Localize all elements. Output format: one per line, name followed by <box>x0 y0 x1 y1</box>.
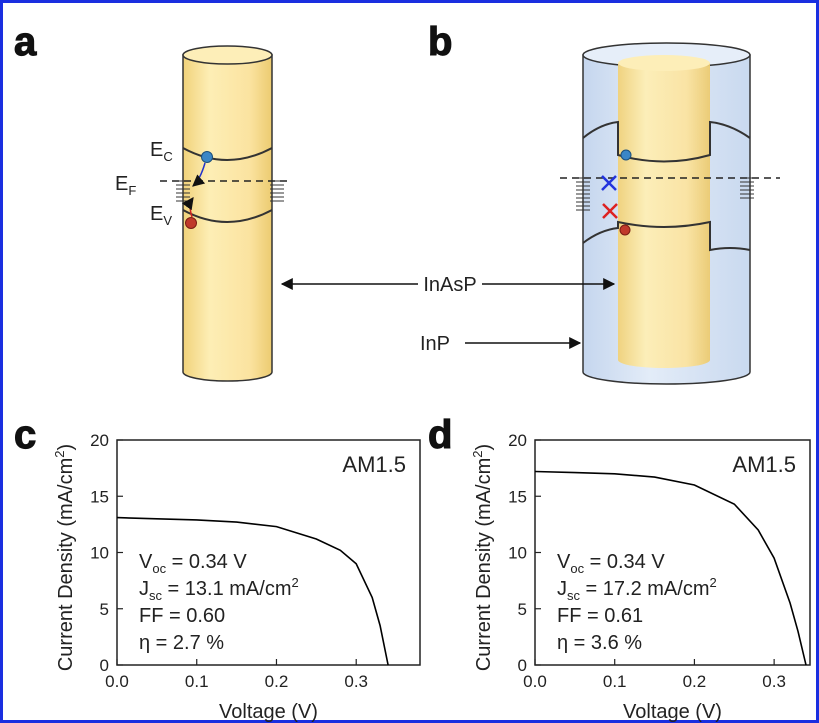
parameter: η = 3.6 % <box>557 632 642 654</box>
y-tick-label: 5 <box>518 600 527 619</box>
parameter: η = 2.7 % <box>139 632 224 654</box>
symbol: η <box>557 632 568 654</box>
x-tick-label: 0.1 <box>185 672 209 691</box>
symbol: η <box>139 632 150 654</box>
symbol: FF <box>557 605 581 627</box>
panel-label: a <box>14 20 37 64</box>
y-tick-label: 5 <box>100 600 109 619</box>
parameter: Jsc = 13.1 mA/cm2 <box>139 575 299 603</box>
subscript: sc <box>567 588 581 603</box>
iv-curve <box>534 470 807 666</box>
y-axis-label: Current Density (mA/cm2) <box>470 444 495 671</box>
label-text: Current Density (mA/cm <box>55 458 77 671</box>
label-text: Current Density (mA/cm <box>473 458 495 671</box>
y-tick-label: 10 <box>508 544 527 563</box>
annotation: AM1.5 <box>342 452 406 477</box>
annotation: AM1.5 <box>732 452 796 477</box>
superscript: 2 <box>470 451 485 458</box>
x-tick-label: 0.3 <box>762 672 786 691</box>
panel-label: d <box>428 413 452 457</box>
nanowire-a <box>182 45 273 382</box>
electron <box>620 149 632 161</box>
subscript: sc <box>149 588 163 603</box>
subscript: oc <box>152 561 166 576</box>
symbol: J <box>139 578 149 600</box>
subscript: C <box>163 149 172 164</box>
value: = 0.61 <box>581 605 643 627</box>
parameter: FF = 0.60 <box>139 605 225 627</box>
subscript: oc <box>570 561 584 576</box>
symbol: E <box>150 139 163 161</box>
value: = 3.6 % <box>568 632 642 654</box>
x-tick-label: 0.0 <box>105 672 129 691</box>
y-tick-label: 20 <box>90 431 109 450</box>
value: = 0.60 <box>163 605 225 627</box>
superscript: 2 <box>292 575 299 590</box>
core-label: InAsP <box>423 274 476 296</box>
label-text: ) <box>473 444 495 451</box>
surface-states <box>576 177 754 211</box>
x-axis-label: Voltage (V) <box>219 701 318 723</box>
value: = 2.7 % <box>150 632 224 654</box>
parameter: Voc = 0.34 V <box>139 551 247 576</box>
y-tick-label: 0 <box>100 656 109 675</box>
arrow <box>181 197 194 218</box>
band-label: EF <box>115 173 136 198</box>
superscript: 2 <box>52 451 67 458</box>
x-tick-label: 0.2 <box>683 672 707 691</box>
parameter: Jsc = 17.2 mA/cm2 <box>557 575 717 603</box>
label-bg <box>418 272 482 296</box>
subscript: V <box>163 213 172 228</box>
x-axis-label: Voltage (V) <box>623 701 722 723</box>
blocked <box>601 175 617 191</box>
band-label: EV <box>150 203 172 228</box>
symbol: J <box>557 578 567 600</box>
value: = 0.34 V <box>166 551 247 573</box>
y-tick-label: 10 <box>90 544 109 563</box>
subscript: F <box>128 183 136 198</box>
electron <box>201 151 213 163</box>
arrow <box>192 162 206 187</box>
nanowire-b <box>582 42 751 385</box>
symbol: FF <box>139 605 163 627</box>
panel-label: b <box>428 20 452 64</box>
symbol: E <box>115 173 128 195</box>
parameter: Voc = 0.34 V <box>557 551 665 576</box>
surface-states <box>176 180 284 202</box>
x-tick-label: 0.2 <box>265 672 289 691</box>
symbol: V <box>557 551 571 573</box>
symbol: E <box>150 203 163 225</box>
panel-label: c <box>14 413 36 457</box>
hole <box>185 217 197 229</box>
y-tick-label: 15 <box>508 487 527 506</box>
x-tick-label: 0.1 <box>603 672 627 691</box>
value: = 13.1 mA/cm <box>162 578 292 600</box>
y-axis-label: Current Density (mA/cm2) <box>52 444 77 671</box>
y-tick-label: 20 <box>508 431 527 450</box>
value: = 0.34 V <box>584 551 665 573</box>
shell-label: InP <box>420 333 450 355</box>
label-text: ) <box>55 444 77 451</box>
y-tick-label: 15 <box>90 487 109 506</box>
band-label: EC <box>150 139 173 164</box>
blocked <box>602 203 618 219</box>
superscript: 2 <box>710 575 717 590</box>
y-tick-label: 0 <box>518 656 527 675</box>
value: = 17.2 mA/cm <box>580 578 710 600</box>
parameter: FF = 0.61 <box>557 605 643 627</box>
iv-curve <box>116 516 389 666</box>
x-tick-label: 0.0 <box>523 672 547 691</box>
symbol: V <box>139 551 153 573</box>
x-tick-label: 0.3 <box>344 672 368 691</box>
hole <box>619 224 631 236</box>
